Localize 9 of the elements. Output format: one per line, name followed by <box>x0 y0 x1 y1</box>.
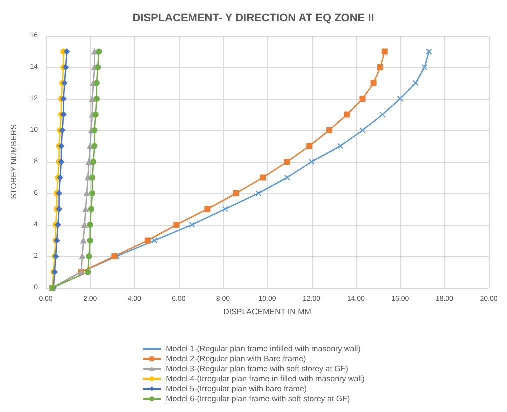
legend-label: Model 4-(Irregular plan frame in filled with masonry wall) <box>166 374 366 384</box>
x-axis-title: DISPLACEMENT IN MM <box>224 308 312 316</box>
legend-label: Model 5-(Irregular plan with bare frame) <box>166 384 308 394</box>
chart-title: DISPLACEMENT- Y DIRECTION AT EQ ZONE II <box>132 12 374 24</box>
legend-label: Model 1-(Regular plan frame infilled with masonry wall) <box>166 344 362 354</box>
legend-label: Model 3-(Regular plan frame with soft storey at GF) <box>166 364 349 374</box>
legend-label: Model 6-(Irregular plan frame with soft storey at GF) <box>166 394 351 404</box>
legend-label: Model 2-(Regular plan with Bare frame) <box>166 354 307 364</box>
y-axis-title: STOREY NUMBERS <box>10 124 18 200</box>
